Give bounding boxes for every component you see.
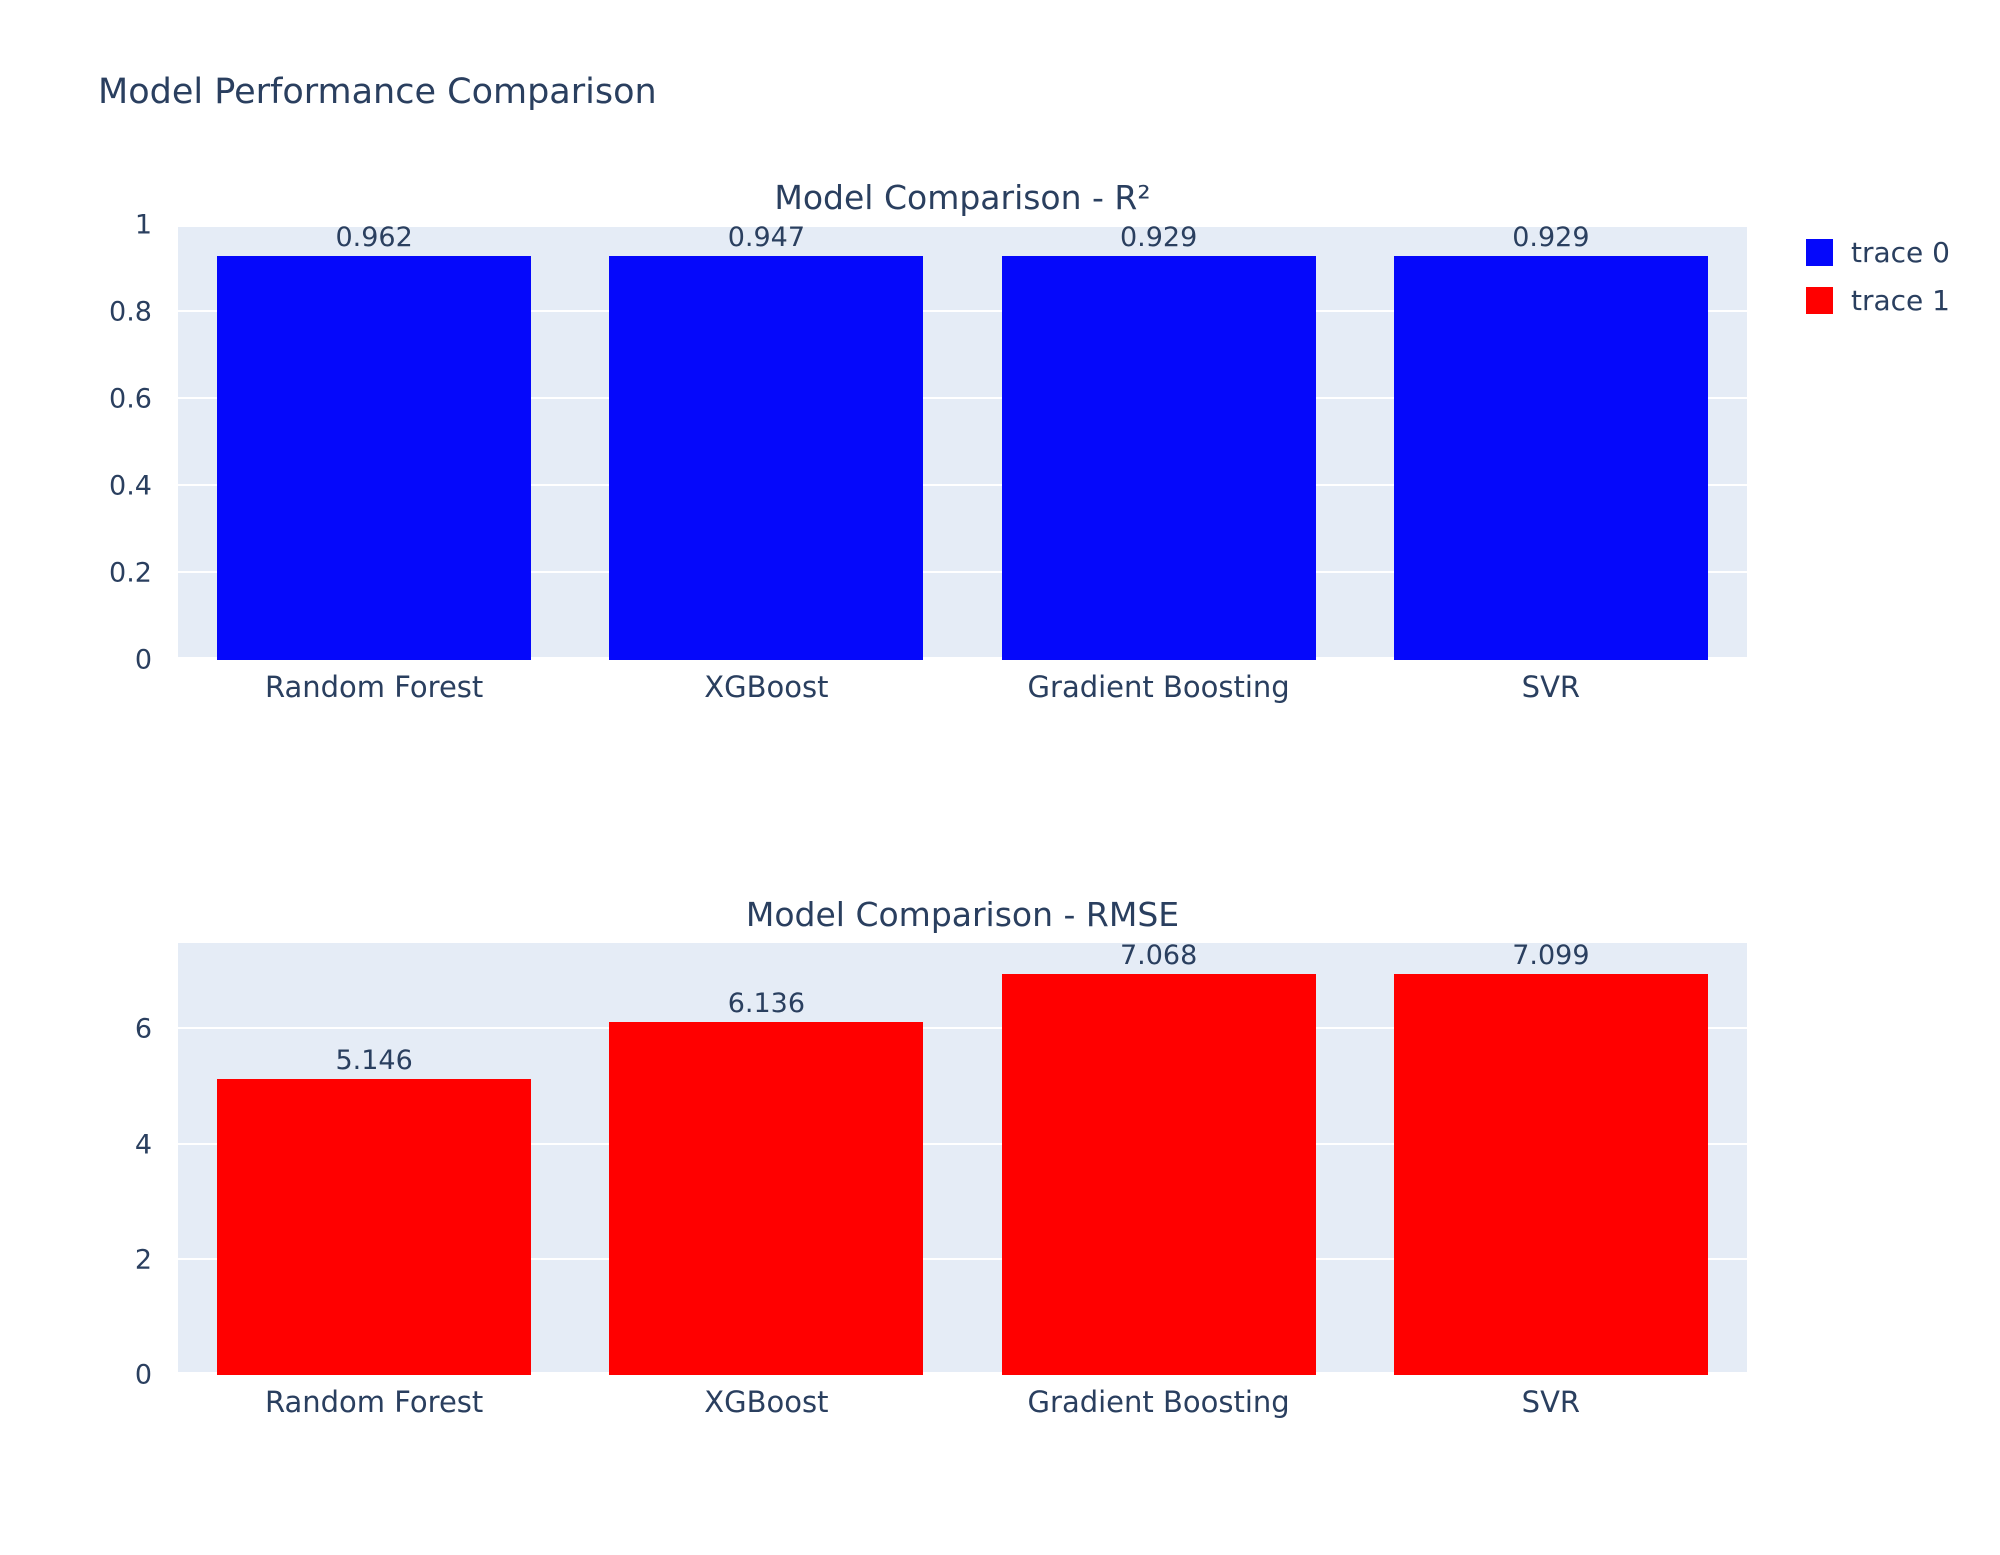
zero-line: [178, 1372, 1747, 1375]
bar-slot: 0.929: [1393, 225, 1708, 660]
x-tick: Gradient Boosting: [1027, 670, 1290, 704]
chart-r2-y-axis: 1 0.8 0.6 0.4 0.2 0: [0, 212, 164, 674]
y-tick: 2: [134, 1244, 152, 1276]
bar-value-label: 0.962: [335, 225, 413, 253]
y-tick: 0: [134, 1359, 152, 1391]
bar-xgboost-r2: [609, 256, 924, 660]
y-tick: 1: [134, 209, 152, 241]
zero-line: [178, 657, 1747, 660]
y-tick: 0.8: [109, 296, 152, 328]
y-tick: 0.6: [109, 383, 152, 415]
x-tick: Gradient Boosting: [1027, 1385, 1290, 1419]
y-tick: 4: [134, 1129, 152, 1161]
y-tick: 0.2: [109, 557, 152, 589]
legend-item-trace-1[interactable]: trace 1: [1806, 284, 1950, 317]
bar-value-label: 5.146: [335, 1044, 413, 1076]
bar-slot: 6.136: [609, 943, 924, 1375]
bar-xgboost-rmse: [609, 1021, 924, 1375]
bar-gradient-boosting-r2: [1001, 256, 1316, 660]
chart-r2-x-axis: Random Forest XGBoost Gradient Boosting …: [178, 670, 1747, 710]
y-tick: 0: [134, 644, 152, 676]
gridline: [178, 225, 1747, 227]
gridline: [178, 1257, 1747, 1260]
chart-r2-plot-area: 0.962 0.947 0.929 0.929: [178, 225, 1747, 660]
trace0-swatch-icon: [1806, 239, 1833, 266]
x-tick: XGBoost: [704, 670, 829, 704]
bar-slot: 7.068: [1001, 943, 1316, 1375]
x-tick: SVR: [1521, 670, 1581, 704]
bar-value-label: 7.099: [1512, 943, 1590, 971]
bar-value-label: 0.929: [1119, 225, 1198, 253]
legend-item-trace-0[interactable]: trace 0: [1806, 236, 1950, 269]
y-tick: 0.4: [109, 470, 152, 502]
gridline: [178, 1027, 1747, 1030]
bar-slot: 7.099: [1393, 943, 1708, 1375]
bar-slot: 0.947: [609, 225, 924, 660]
bar-slot: 0.929: [1001, 225, 1316, 660]
bar-gradient-boosting-rmse: [1001, 974, 1316, 1375]
legend-label: trace 1: [1851, 284, 1950, 317]
gridline: [178, 484, 1747, 486]
bar-value-label: 0.929: [1512, 225, 1590, 253]
chart-rmse-plot-area: 5.146 6.136 7.068 7.099: [178, 943, 1747, 1375]
chart-rmse-y-axis: 6 4 2 0: [0, 943, 164, 1389]
bar-random-forest-rmse: [217, 1078, 532, 1375]
gridline: [178, 1142, 1747, 1145]
bar-svr-rmse: [1393, 974, 1708, 1375]
bar-slot: 5.146: [217, 943, 532, 1375]
x-tick: Random Forest: [264, 670, 484, 704]
gridline: [178, 397, 1747, 399]
bar-random-forest-r2: [217, 256, 532, 660]
chart-rmse-x-axis: Random Forest XGBoost Gradient Boosting …: [178, 1385, 1747, 1425]
gridline: [178, 310, 1747, 312]
x-tick: SVR: [1521, 1385, 1581, 1419]
gridline: [178, 571, 1747, 573]
bar-svr-r2: [1393, 256, 1708, 660]
bar-value-label: 6.136: [727, 987, 806, 1019]
bar-value-label: 0.947: [727, 225, 806, 253]
bar-value-label: 7.068: [1119, 943, 1198, 971]
x-tick: XGBoost: [704, 1385, 829, 1419]
legend-label: trace 0: [1851, 236, 1950, 269]
y-tick: 6: [134, 1013, 152, 1045]
page-title: Model Performance Comparison: [98, 72, 657, 112]
chart-rmse-title: Model Comparison - RMSE: [745, 895, 1180, 934]
chart-r2-title: Model Comparison - R²: [774, 178, 1151, 217]
x-tick: Random Forest: [264, 1385, 484, 1419]
trace1-swatch-icon: [1806, 287, 1833, 314]
legend: trace 0 trace 1: [1806, 236, 1950, 317]
bar-slot: 0.962: [217, 225, 532, 660]
